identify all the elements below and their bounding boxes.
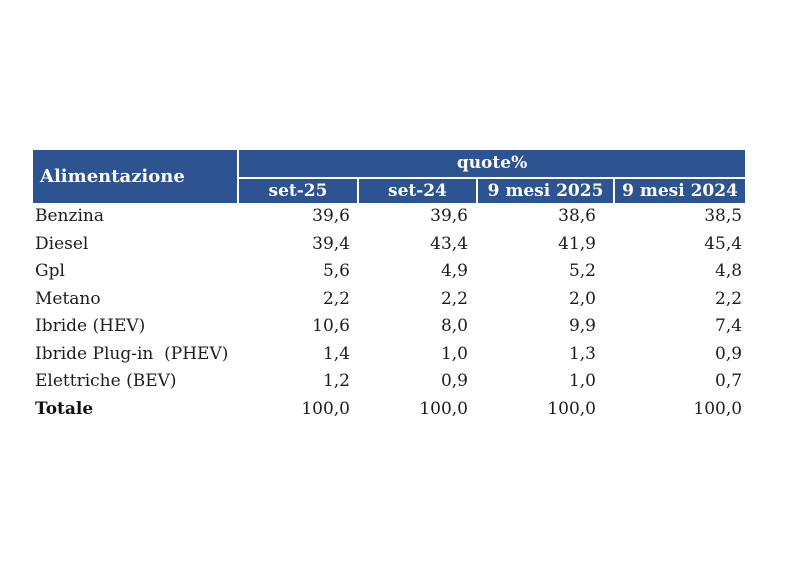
row-label: Diesel	[35, 233, 89, 254]
value-cell: 100,0	[547, 398, 596, 419]
row-label: Metano	[35, 288, 101, 309]
value-cell: 2,0	[568, 288, 596, 309]
table-row-ibride-hev: Ibride (HEV) 10,6 8,0 9,9 7,4	[33, 313, 745, 341]
value-cell: 1,2	[322, 371, 350, 392]
table-row-benzina: Benzina 39,6 39,6 38,6 38,5	[33, 203, 745, 231]
row-label: Benzina	[35, 206, 104, 227]
row-label-totale: Totale	[35, 398, 94, 419]
value-cell: 43,4	[430, 233, 468, 254]
column-header-set-24: set-24	[357, 178, 477, 203]
fuel-share-table: Alimentazione quote% set-25 set-24 9 mes…	[33, 150, 746, 423]
value-cell: 39,6	[312, 206, 350, 227]
value-cell: 0,9	[440, 371, 468, 392]
value-cell: 100,0	[419, 398, 468, 419]
value-cell: 0,7	[715, 371, 743, 392]
row-label: Ibride (HEV)	[35, 316, 146, 337]
sub-header-row: set-25 set-24 9 mesi 2025 9 mesi 2024	[33, 178, 746, 203]
value-cell: 7,4	[715, 316, 743, 337]
value-cell: 39,6	[430, 206, 468, 227]
table-row-gpl: Gpl 5,6 4,9 5,2 4,8	[33, 258, 745, 286]
value-cell: 1,4	[322, 343, 350, 364]
value-cell: 100,0	[301, 398, 350, 419]
value-cell: 4,8	[715, 261, 743, 282]
value-cell: 1,0	[440, 343, 468, 364]
column-header-set-25: set-25	[237, 178, 358, 203]
table-row-elettriche-bev: Elettriche (BEV) 1,2 0,9 1,0 0,7	[33, 368, 745, 396]
value-cell: 2,2	[322, 288, 350, 309]
value-cell: 4,9	[440, 261, 468, 282]
value-cell: 41,9	[558, 233, 596, 254]
value-cell: 9,9	[568, 316, 596, 337]
value-cell: 5,6	[322, 261, 350, 282]
table-row-ibride-phev: Ibride Plug-in (PHEV) 1,4 1,0 1,3 0,9	[33, 341, 745, 369]
value-cell: 2,2	[440, 288, 468, 309]
value-cell: 1,3	[568, 343, 596, 364]
value-cell: 100,0	[693, 398, 743, 419]
value-cell: 5,2	[568, 261, 596, 282]
fuel-share-table-container: Alimentazione quote% set-25 set-24 9 mes…	[33, 150, 746, 423]
column-header-9-mesi-2025: 9 mesi 2025	[476, 178, 614, 203]
column-header-alimentazione: Alimentazione	[33, 150, 238, 203]
group-header-row: Alimentazione quote%	[33, 150, 746, 203]
table-row-diesel: Diesel 39,4 43,4 41,9 45,4	[33, 231, 745, 259]
value-cell: 38,5	[704, 206, 743, 227]
value-cell: 45,4	[704, 233, 743, 254]
value-cell: 0,9	[715, 343, 743, 364]
row-label: Ibride Plug-in (PHEV)	[35, 343, 229, 364]
value-cell: 2,2	[715, 288, 743, 309]
table-row-totale: Totale 100,0 100,0 100,0 100,0	[33, 396, 745, 424]
column-group-header-quote: quote%	[236, 150, 746, 179]
value-cell: 10,6	[312, 316, 350, 337]
value-cell: 1,0	[568, 371, 596, 392]
value-cell: 39,4	[312, 233, 350, 254]
value-cell: 38,6	[558, 206, 596, 227]
value-cell: 8,0	[440, 316, 468, 337]
table-body: Benzina 39,6 39,6 38,6 38,5 Diesel 39,4 …	[33, 203, 745, 423]
row-label: Elettriche (BEV)	[35, 371, 177, 392]
row-label: Gpl	[35, 261, 65, 282]
column-header-9-mesi-2024: 9 mesi 2024	[612, 178, 746, 203]
table-row-metano: Metano 2,2 2,2 2,0 2,2	[33, 286, 745, 314]
table-header: Alimentazione quote% set-25 set-24 9 mes…	[33, 150, 746, 203]
